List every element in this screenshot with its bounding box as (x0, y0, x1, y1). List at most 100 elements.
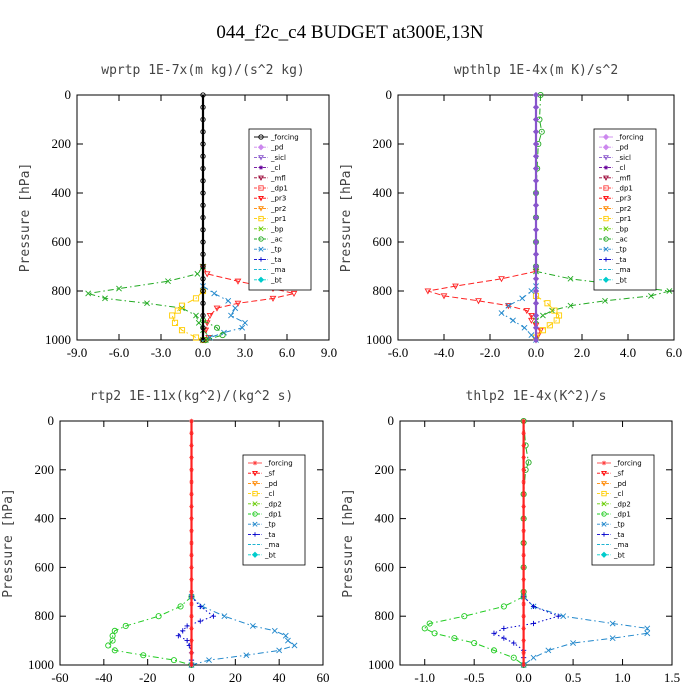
data-point (291, 642, 298, 649)
x-tick-label: 6.0 (666, 345, 682, 360)
legend-item: _pr2 (599, 205, 631, 213)
data-point (521, 504, 526, 509)
legend-item: _ta (254, 256, 282, 264)
data-point (200, 202, 206, 208)
data-point (528, 312, 535, 320)
legend-item: _dp1 (248, 511, 282, 519)
data-point (666, 288, 673, 294)
x-tick-label: -40 (95, 670, 112, 685)
data-point (521, 492, 526, 497)
legend-item: _tp (254, 246, 282, 254)
data-point (530, 620, 537, 627)
data-point (532, 104, 540, 111)
legend-item: _ma (248, 541, 280, 549)
legend-item: _tp (597, 521, 625, 529)
data-point (200, 300, 206, 306)
data-point (644, 630, 651, 637)
data-point (521, 662, 526, 668)
legend-item: _ta (599, 256, 627, 264)
chart-panel-0: wprtp 1E-7x(m kg)/(s^2 kg) Pressure [hPa]… (18, 63, 337, 360)
y-tick-label: 0 (48, 413, 55, 428)
legend-label: _ta (613, 531, 625, 539)
y-tick-label: 200 (373, 136, 393, 151)
legend-label: _cl (615, 164, 625, 172)
legend-label: _bt (615, 276, 627, 284)
x-tick-label: 20 (229, 670, 242, 685)
series-line-pr3 (202, 266, 295, 341)
legend-label: _ta (270, 256, 282, 264)
legend-label: _sf (264, 470, 275, 478)
legend-item: _ta (248, 531, 276, 539)
legend-label: _pr3 (615, 195, 631, 203)
x-tick-label: 0.0 (195, 345, 211, 360)
data-point (521, 431, 526, 436)
legend-item: _dp1 (599, 185, 633, 193)
data-point (200, 337, 206, 343)
data-point (285, 637, 291, 644)
x-tick-label: 2.0 (574, 345, 590, 360)
legend-item: _tp (599, 246, 627, 254)
legend-label: _pr3 (270, 195, 286, 203)
data-point (192, 334, 200, 341)
legend-label: _pr2 (615, 205, 631, 213)
data-point (505, 303, 512, 310)
legend-label: _tp (264, 521, 276, 529)
y-tick-label: 0 (65, 87, 72, 102)
legend-item: _ta (597, 531, 625, 539)
x-tick-label: -60 (51, 670, 68, 685)
data-point (521, 443, 526, 448)
legend-label: _bt (613, 551, 625, 559)
data-point (501, 625, 507, 631)
legend-label: _dp1 (264, 511, 282, 519)
y-tick-label: 600 (35, 559, 55, 574)
data-point (551, 307, 558, 314)
data-point (560, 613, 567, 620)
legend-label: _pr1 (615, 215, 631, 223)
data-point (192, 295, 200, 302)
legend-item: _ac (254, 236, 283, 244)
data-point (532, 140, 540, 148)
data-point (174, 307, 181, 314)
legend: _forcing _pd _sicl _cl _mfl _dp1 _pr3 _pr2 _pr1 _… (593, 128, 657, 291)
data-point (530, 654, 537, 661)
data-point (155, 613, 162, 620)
legend-item: _cl (254, 164, 280, 172)
panel-title: rtp2 1E-11x(kg^2)/(kg^2 s) (90, 389, 294, 404)
data-point (200, 92, 206, 98)
series-line-pr1 (171, 290, 204, 341)
x-tick-label: 6.0 (279, 345, 295, 360)
legend-label: _pr1 (270, 215, 286, 223)
data-point (122, 622, 129, 630)
y-axis-label: Pressure [hPa] (18, 163, 33, 273)
data-point (440, 293, 448, 300)
legend-label: _pd (270, 144, 283, 152)
data-point (521, 553, 526, 558)
data-point (609, 620, 616, 627)
data-point (521, 650, 526, 655)
series-line-pr1 (535, 295, 560, 338)
data-point (178, 327, 186, 334)
legend-label: _ac (270, 236, 283, 244)
page-title: 044_f2c_c4 BUDGET at300E,13N (216, 22, 484, 43)
x-tick-label: 3.0 (237, 345, 253, 360)
data-point (189, 467, 194, 472)
series-line-bp (88, 266, 211, 341)
legend-label: _sf (613, 470, 624, 478)
legend-item: _cl (248, 490, 274, 498)
data-point (232, 305, 239, 312)
legend-label: _pd (264, 480, 277, 488)
x-tick-label: 1.5 (664, 670, 680, 685)
data-point (532, 91, 540, 99)
data-point (200, 190, 206, 196)
x-tick-label: 0.0 (516, 670, 532, 685)
legend-label: _ta (615, 256, 627, 264)
legend-label: _forcing (270, 134, 299, 142)
data-point (189, 540, 194, 546)
data-point (530, 603, 537, 610)
data-point (175, 633, 181, 639)
legend-item: _dp1 (597, 511, 631, 519)
panel-title: wprtp 1E-7x(m kg)/(s^2 kg) (101, 63, 305, 78)
data-point (521, 540, 526, 546)
data-point (461, 613, 468, 620)
